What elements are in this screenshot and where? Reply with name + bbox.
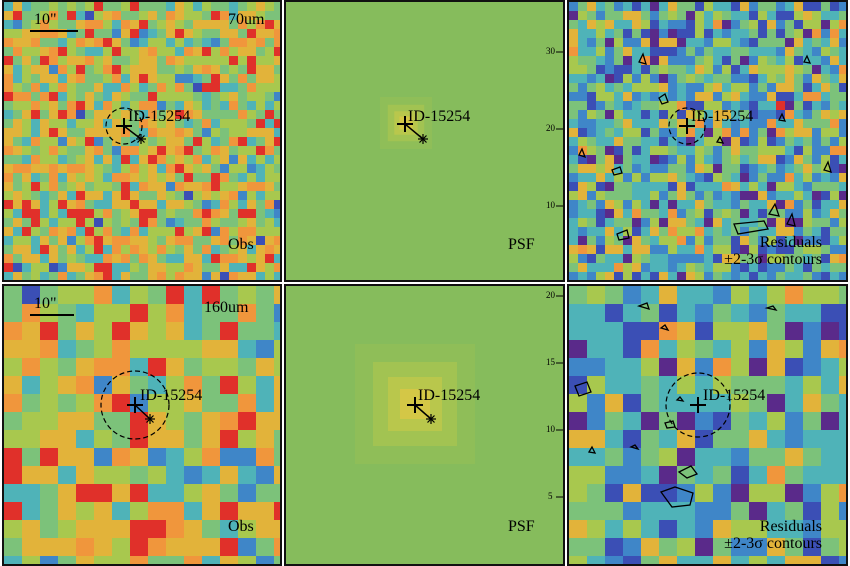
psf-panel-160um: 20 15 10 5 ID-15254 PSF <box>284 284 565 566</box>
source-id-label: ID-15254 <box>418 387 481 404</box>
residual-map-160um <box>569 286 846 564</box>
obs-panel-160um: 10" 160um ID-15254 Obs <box>2 284 282 566</box>
residual-panel-160um: ID-15254 Residuals ±2-3σ contours <box>567 284 848 566</box>
residual-panel-70um: ID-15254 Residuals ±2-3σ contours <box>567 0 848 282</box>
psf-panel-70um: 30 20 10 ID-15254 PSF <box>284 0 565 282</box>
band-label: 70um <box>228 11 265 28</box>
tick-label: 5 <box>548 491 553 501</box>
residuals-label: Residuals <box>759 518 822 535</box>
scale-label: 10" <box>34 11 57 28</box>
obs-label: Obs <box>228 518 254 535</box>
contours-label: ±2-3σ contours <box>724 251 822 268</box>
tick-label: 30 <box>546 46 555 56</box>
contours-label: ±2-3σ contours <box>724 535 822 552</box>
scale-label: 10" <box>34 295 57 312</box>
band-label: 160um <box>204 299 249 316</box>
residuals-label: Residuals <box>759 234 822 251</box>
obs-panel-70um: 10" 70um ID-15254 Obs <box>2 0 282 282</box>
source-id-label: ID-15254 <box>408 108 471 125</box>
psf-label: PSF <box>508 518 535 535</box>
tick-label: 20 <box>546 123 555 133</box>
source-id-label: ID-15254 <box>703 387 766 404</box>
source-id-label: ID-15254 <box>691 108 754 125</box>
obs-label: Obs <box>228 236 254 253</box>
source-id-label: ID-15254 <box>128 108 191 125</box>
obs-map-160um <box>4 286 280 564</box>
tick-label: 15 <box>546 357 555 367</box>
tick-label: 10 <box>546 200 555 210</box>
source-id-label: ID-15254 <box>140 387 203 404</box>
psf-map-160um <box>286 286 563 564</box>
tick-label: 20 <box>546 290 555 300</box>
tick-label: 10 <box>546 424 555 434</box>
psf-label: PSF <box>508 236 535 253</box>
